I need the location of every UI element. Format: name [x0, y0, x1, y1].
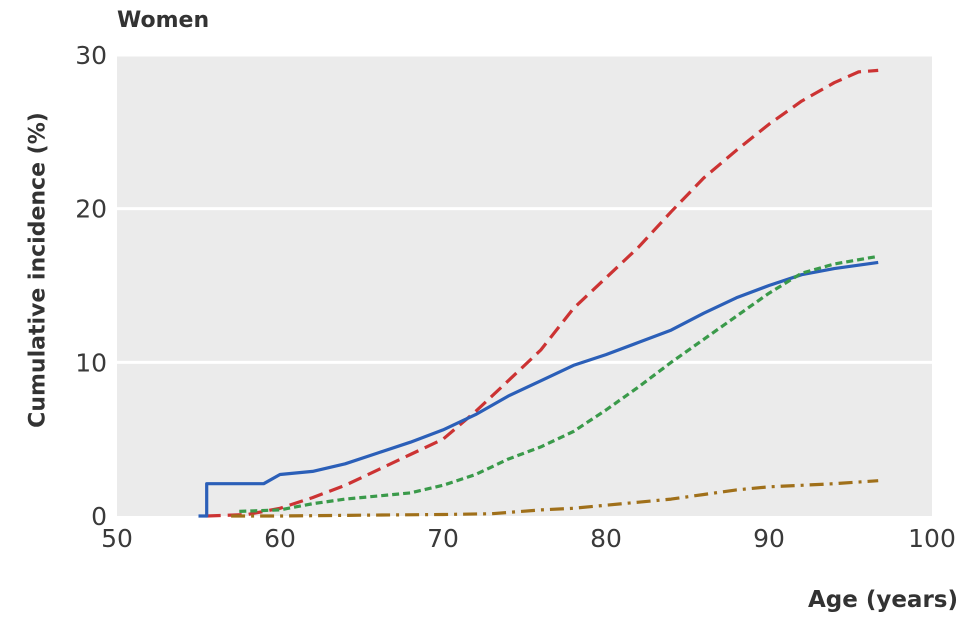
y-tick-label: 20	[75, 195, 107, 224]
y-tick-label: 30	[75, 41, 107, 70]
series-line-2	[198, 260, 879, 518]
series-line-1	[206, 68, 879, 518]
x-tick-label: 80	[590, 524, 622, 553]
series-line-4	[231, 479, 879, 518]
x-tick-label: 50	[101, 524, 133, 553]
x-tick-label: 60	[264, 524, 296, 553]
chart-title: Women	[117, 8, 210, 33]
series-line-3	[239, 254, 879, 513]
x-tick-label: 100	[908, 524, 956, 553]
plot-background	[117, 55, 932, 516]
y-tick-label: 0	[91, 502, 107, 531]
x-tick-label: 70	[427, 524, 459, 553]
y-tick-label: 10	[75, 348, 107, 377]
x-tick-label: 90	[753, 524, 785, 553]
x-axis-label: Age (years)	[807, 587, 958, 613]
